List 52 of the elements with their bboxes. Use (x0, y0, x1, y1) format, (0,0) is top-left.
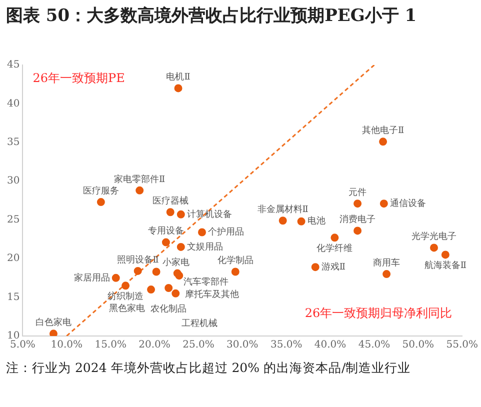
x-axis-title: 26年一致预期归母净利同比 (304, 306, 452, 320)
annotation: 商用车 (373, 257, 400, 268)
annotation: 计算机设备 (186, 208, 232, 220)
x-tick-label: 40.0% (314, 340, 346, 351)
annotation: 照明设备Ⅱ (116, 254, 159, 266)
y-tick-label: 20 (6, 253, 20, 264)
x-tick-label: 25.0% (182, 340, 214, 351)
annotation: 非金属材料Ⅱ (257, 204, 308, 215)
x-tick-label: 20.0% (138, 340, 170, 351)
y-tick-label: 40 (6, 98, 20, 110)
x-tick-label: 35.0% (270, 340, 302, 351)
annotation: 汽车零部件 (183, 276, 228, 288)
annotation: 纺织制造 (108, 291, 144, 302)
annotation: 其他电子Ⅱ (362, 125, 404, 136)
annotation: 白色家电 (35, 317, 72, 328)
annotation: 电池 (307, 216, 326, 227)
y-tick-label: 30 (6, 176, 20, 187)
annotation: 航海装备Ⅱ (424, 260, 466, 272)
y-tick-label: 15 (6, 292, 20, 303)
annotation: 消费电子 (340, 214, 376, 226)
annotation: 通信设备 (390, 198, 426, 209)
annotation: 医疗服务 (82, 185, 119, 196)
annotation: 电机Ⅱ (166, 72, 190, 83)
x-tick-label: 45.0% (358, 340, 390, 351)
y-tick-label: 35 (6, 137, 20, 148)
x-tick-label: 10.0% (50, 340, 83, 351)
annotation: 光学光电子 (411, 231, 456, 242)
x-tick-label: 50.0% (402, 340, 434, 351)
annotation: 农化制品 (150, 303, 187, 314)
y-tick-label: 45 (6, 60, 20, 71)
annotation: 化学纤维 (316, 243, 353, 254)
y-axis-title: 26年一致预期PE (32, 71, 125, 86)
annotation: 元件 (348, 186, 367, 198)
y-tick-label: 25 (6, 214, 20, 226)
x-tick-label: 15.0% (94, 340, 126, 351)
annotation: 文娱用品 (186, 241, 223, 252)
x-tick-label: 5.0% (10, 340, 36, 351)
annotation: 黑色家电 (109, 302, 146, 314)
annotation: 医疗器械 (152, 195, 188, 206)
x-tick-label: 55.0% (446, 340, 478, 351)
annotation: 工程机械 (182, 318, 218, 329)
annotation: 专用设备 (148, 226, 184, 237)
annotation: 化学制品 (217, 255, 254, 266)
text: 注：行业为 2024 年境外营收占比超过 20% 的出海资本品/制造业行业 (6, 359, 412, 377)
x-tick-label: 30.0% (226, 340, 258, 351)
annotation: 家电零部件Ⅱ (114, 174, 166, 185)
chart-title: 图表 50：大多数高境外营收占比行业预期PEG小于 1 (6, 5, 418, 28)
annotation: 游戏Ⅱ (321, 261, 346, 272)
annotation: 家居用品 (74, 272, 110, 284)
annotation: 摩托车及其他 (185, 288, 240, 300)
annotation: 个护用品 (208, 226, 244, 238)
annotation: 小家电 (162, 257, 190, 268)
